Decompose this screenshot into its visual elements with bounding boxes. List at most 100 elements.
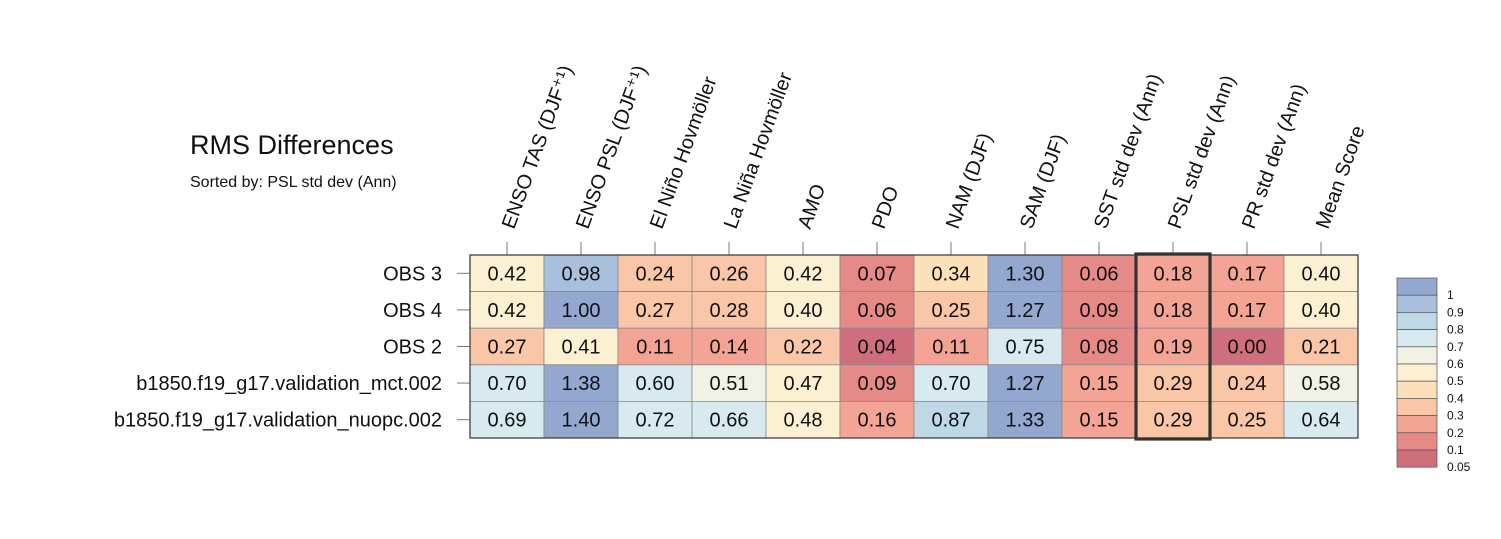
- row-header-label: OBS 2: [383, 337, 442, 359]
- colorbar-swatch: [1396, 398, 1438, 416]
- cell-value-label: 0.17: [1228, 300, 1267, 322]
- cell-value-label: 0.34: [932, 263, 971, 285]
- cell-value-label: 0.00: [1228, 337, 1267, 359]
- cell-value-label: 0.08: [1080, 337, 1119, 359]
- cell-value-label: 0.22: [784, 337, 823, 359]
- cell-value-label: 0.21: [1302, 337, 1341, 359]
- colorbar-swatch: [1396, 312, 1438, 330]
- colorbar-tick-label: 0.3: [1447, 409, 1464, 423]
- heatmap-cell: [839, 254, 915, 292]
- column-header-label: SAM (DJF): [1016, 131, 1070, 231]
- heatmap-cell: [1061, 364, 1137, 402]
- cell-value-label: 0.70: [932, 373, 971, 395]
- heatmap-cell: [617, 291, 693, 329]
- cell-value-label: 0.27: [488, 337, 527, 359]
- column-header-label: PR std dev (Ann): [1238, 81, 1311, 232]
- row-header-label: b1850.f19_g17.validation_nuopc.002: [114, 410, 442, 432]
- heatmap-cell: [543, 400, 619, 439]
- cell-value-label: 0.42: [488, 263, 527, 285]
- heatmap-cell: [469, 327, 545, 366]
- heatmap-cell: [1061, 254, 1137, 292]
- heatmap-cells: 0.42 0.98 0.24 0.26 0.42 0.07 0.34 1.30 0.06 0.18…: [469, 252, 1359, 441]
- heatmap-cell: [987, 400, 1063, 439]
- heatmap-cell: [913, 327, 989, 366]
- cell-value-label: 0.09: [858, 373, 897, 395]
- cell-value-label: 0.40: [1302, 300, 1341, 322]
- cell-value-label: 0.14: [710, 337, 749, 359]
- cell-value-label: 0.06: [858, 300, 897, 322]
- cell-value-label: 1.27: [1006, 373, 1045, 395]
- heatmap-cell: [469, 364, 545, 402]
- column-header-label: ENSO PSL (DJF⁺¹): [572, 62, 652, 231]
- heatmap-cell: [987, 254, 1063, 292]
- column-header-label: AMO: [794, 181, 830, 231]
- heatmap-cell: [1209, 291, 1285, 329]
- column-header-label: PSL std dev (Ann): [1164, 72, 1240, 231]
- heatmap-cell: [1135, 364, 1211, 402]
- colorbar-swatch: [1396, 346, 1438, 365]
- cell-value-label: 0.24: [1228, 373, 1267, 395]
- heatmap-cell: [1283, 327, 1359, 366]
- cell-value-label: 0.18: [1154, 300, 1193, 322]
- heatmap-cell: [1135, 291, 1211, 329]
- cell-value-label: 0.72: [636, 410, 675, 432]
- heatmap-cell: [617, 400, 693, 439]
- cell-value-label: 0.98: [562, 263, 601, 285]
- cell-value-label: 0.48: [784, 410, 823, 432]
- row-header-label: b1850.f19_g17.validation_mct.002: [136, 373, 442, 395]
- cell-value-label: 0.25: [1228, 410, 1267, 432]
- heatmap-cell: [1209, 400, 1285, 439]
- cell-value-label: 0.75: [1006, 337, 1045, 359]
- heatmap-cell: [987, 327, 1063, 366]
- cell-value-label: 0.66: [710, 410, 749, 432]
- heatmap-cell: [913, 400, 989, 439]
- heatmap-frame: [469, 254, 1359, 439]
- cell-value-label: 0.07: [858, 263, 897, 285]
- colorbar-tick-label: 0.6: [1447, 357, 1464, 371]
- cell-value-label: 0.25: [932, 300, 971, 322]
- colorbar-swatch: [1396, 363, 1438, 382]
- colorbar-swatch: [1396, 432, 1438, 451]
- heatmap-cell: [839, 364, 915, 402]
- column-header-label: Mean Score: [1312, 123, 1370, 232]
- colorbar-tick-label: 0.05: [1447, 460, 1471, 474]
- cell-value-label: 0.24: [636, 263, 675, 285]
- colorbar-tick-label: 0.5: [1447, 374, 1464, 388]
- chart-title: RMS Differences: [190, 130, 394, 160]
- colorbar: 1 0.9 0.8 0.7 0.6 0.5 0.4 0.3 0.2 0.1 0.05: [1396, 277, 1471, 474]
- row-headers: OBS 3 OBS 4 OBS 2 b1850.f19_g17.validation_…: [114, 263, 470, 432]
- heatmap-cell: [1061, 291, 1137, 329]
- cell-value-label: 0.40: [1302, 263, 1341, 285]
- column-header-label: El Niño Hovmöller: [646, 73, 722, 231]
- heatmap-cell: [1061, 400, 1137, 439]
- chart-subtitle: Sorted by: PSL std dev (Ann): [190, 174, 397, 191]
- row-header-label: OBS 4: [383, 300, 442, 322]
- cell-value-label: 0.29: [1154, 373, 1193, 395]
- cell-value-label: 0.60: [636, 373, 675, 395]
- heatmap-cell: [617, 254, 693, 292]
- cell-value-label: 0.04: [858, 337, 897, 359]
- cell-value-label: 1.00: [562, 300, 601, 322]
- colorbar-tick-label: 0.8: [1447, 323, 1464, 337]
- colorbar-swatch: [1396, 329, 1438, 348]
- cell-value-label: 0.15: [1080, 410, 1119, 432]
- cell-value-label: 0.40: [784, 300, 823, 322]
- heatmap-cell: [765, 364, 841, 402]
- cell-value-label: 0.18: [1154, 263, 1193, 285]
- column-header-label: La Niña Hovmöller: [720, 69, 797, 231]
- heatmap-cell: [913, 291, 989, 329]
- cell-value-label: 0.06: [1080, 263, 1119, 285]
- column-header-label: SST std dev (Ann): [1090, 71, 1166, 232]
- colorbar-swatch: [1396, 380, 1438, 399]
- heatmap-cell: [1283, 400, 1359, 439]
- colorbar-tick-label: 1: [1447, 288, 1454, 302]
- colorbar-swatch: [1396, 277, 1438, 296]
- cell-value-label: 0.27: [636, 300, 675, 322]
- cell-value-label: 1.38: [562, 373, 601, 395]
- cell-value-label: 0.47: [784, 373, 823, 395]
- cell-value-label: 0.28: [710, 300, 749, 322]
- cell-value-label: 0.69: [488, 410, 527, 432]
- heatmap-cell: [691, 327, 767, 366]
- cell-value-label: 0.17: [1228, 263, 1267, 285]
- cell-value-label: 0.15: [1080, 373, 1119, 395]
